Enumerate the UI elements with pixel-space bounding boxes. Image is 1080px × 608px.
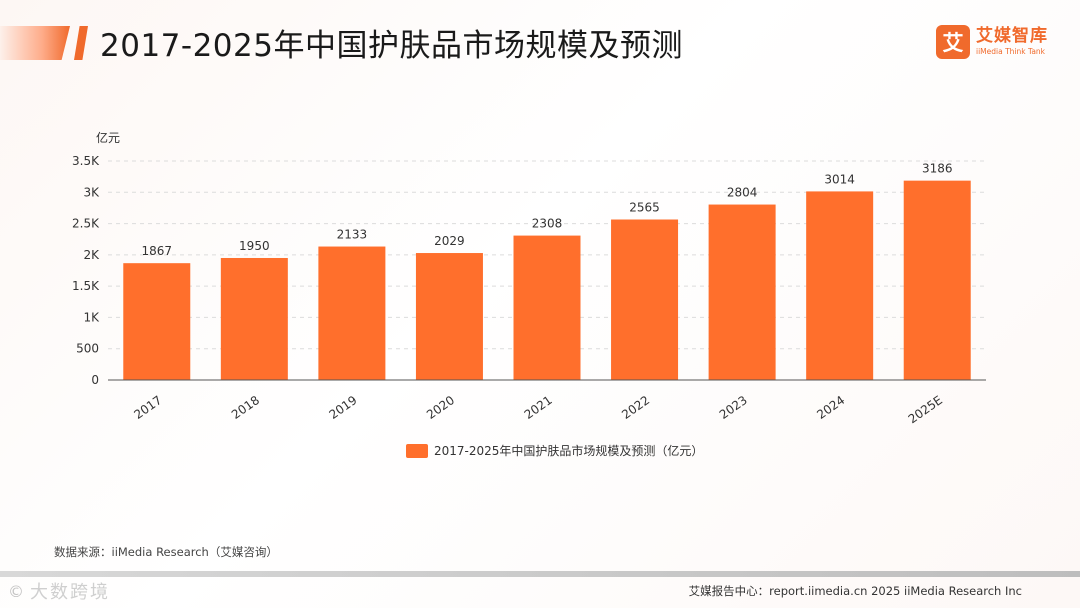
data-source: 数据来源：iiMedia Research（艾媒咨询） [54, 545, 278, 559]
bar-chart: 0 500 1K 1.5K 2K 2.5K 3K 3.5K 亿元 1867 1950 2133 20… [72, 130, 986, 426]
x-tick-label: 2018 [229, 393, 262, 422]
value-label-2025E: 3186 [922, 162, 953, 176]
value-labels: 1867 1950 2133 2029 2308 2565 2804 3014 3186 [142, 162, 953, 259]
watermark-icon: © [8, 581, 24, 601]
x-tick-label: 2017 [131, 393, 164, 422]
bar-2020 [415, 253, 483, 380]
x-axis-categories: 2017 2018 2019 2020 2021 2022 2023 2024 2025E [131, 393, 944, 426]
logo-en-text: iiMedia Think Tank [976, 47, 1046, 57]
bar-2025E [903, 180, 971, 380]
bar-2022 [611, 219, 679, 380]
x-tick-label: 2022 [619, 393, 652, 422]
legend-swatch [406, 443, 428, 458]
y-tick-label: 2K [83, 248, 100, 262]
title-accent-bar [0, 26, 70, 60]
y-axis-ticks: 0 500 1K 1.5K 2K 2.5K 3K 3.5K [72, 154, 100, 387]
y-tick-label: 500 [76, 342, 99, 356]
page-title: 2017-2025年中国护肤品市场规模及预测 [100, 28, 683, 64]
legend-label: 2017-2025年中国护肤品市场规模及预测（亿元） [434, 444, 704, 458]
bar-2021 [513, 235, 581, 380]
value-label-2023: 2804 [727, 186, 758, 200]
bar-2017 [123, 263, 191, 380]
value-label-2017: 1867 [142, 244, 173, 258]
y-tick-label: 1K [83, 310, 100, 324]
value-label-2021: 2308 [532, 217, 563, 231]
x-tick-label: 2024 [814, 393, 847, 422]
value-label-2018: 1950 [239, 239, 270, 253]
logo-cn-text: 艾媒智库 [976, 26, 1048, 47]
logo-mark-icon: 艾 [936, 25, 970, 59]
value-label-2024: 3014 [824, 172, 855, 186]
value-label-2019: 2133 [337, 228, 368, 242]
bar-2019 [318, 246, 386, 380]
x-tick-label: 2025E [906, 393, 945, 426]
bar-2023 [708, 204, 776, 380]
bar-2024 [806, 191, 874, 380]
x-tick-label: 2019 [327, 393, 360, 422]
y-tick-label: 0 [91, 373, 99, 387]
y-tick-label: 3K [83, 185, 100, 199]
x-tick-label: 2020 [424, 393, 457, 422]
iimedia-logo: 艾 艾媒智库 iiMedia Think Tank [936, 24, 1048, 60]
y-tick-label: 2.5K [72, 217, 100, 231]
value-label-2022: 2565 [629, 201, 660, 215]
y-tick-label: 1.5K [72, 279, 100, 293]
footer-copyright: 艾媒报告中心：report.iimedia.cn 2025 iiMedia Re… [688, 584, 1022, 598]
x-tick-label: 2023 [717, 393, 750, 422]
logo-text: 艾媒智库 iiMedia Think Tank [976, 28, 1048, 56]
x-tick-label: 2021 [522, 393, 555, 422]
watermark-text: 大数跨境 [30, 582, 110, 603]
watermark: © 大数跨境 [8, 578, 110, 604]
y-axis-unit: 亿元 [96, 130, 120, 145]
bars [123, 180, 971, 380]
footer-divider [0, 571, 1080, 577]
chart-legend: 2017-2025年中国护肤品市场规模及预测（亿元） [406, 442, 703, 459]
bar-2018 [220, 257, 288, 380]
value-label-2020: 2029 [434, 234, 465, 248]
y-tick-label: 3.5K [72, 154, 100, 168]
